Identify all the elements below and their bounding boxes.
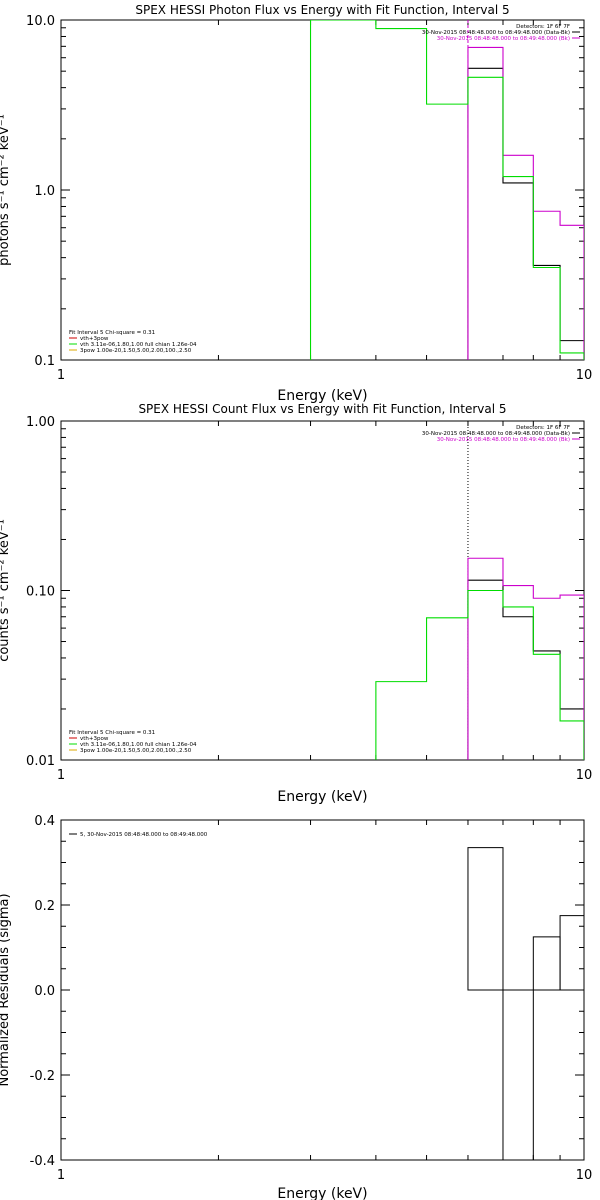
info-text: Detectors: 1F 6F 7F — [516, 425, 570, 431]
y-tick-label: -0.4 — [30, 1154, 55, 1169]
y-tick-label: 0.10 — [26, 585, 55, 600]
y-tick-label: 0.01 — [26, 754, 55, 769]
legend-entry: vth+3pow — [80, 336, 109, 342]
series-line-vth-3pow — [309, 20, 584, 360]
series-group — [375, 557, 584, 760]
series-group — [309, 20, 584, 360]
y-tick-label: 0.0 — [34, 984, 55, 999]
y-tick-label: 10.0 — [26, 14, 55, 29]
x-axis-label: Energy (keV) — [277, 789, 367, 805]
info-text: 30-Nov-2015 08:48:48.000 to 08:49:48.000… — [422, 30, 570, 36]
x-axis-label: Energy (keV) — [277, 1186, 367, 1200]
info-text: 30-Nov-2015 08:48:48.000 to 08:49:48.000… — [437, 437, 570, 443]
y-tick-label: 1.0 — [34, 184, 55, 199]
legend-header: Fit Interval 5 Chi-square = 0.31 — [69, 330, 155, 336]
info-text: Detectors: 1F 6F 7F — [516, 24, 570, 30]
y-axis-label: counts s⁻¹ cm⁻² keV⁻¹ — [0, 519, 12, 662]
x-axis-label: Energy (keV) — [277, 388, 367, 404]
y-tick-label: -0.2 — [30, 1069, 55, 1084]
x-tick-label: 1 — [57, 1168, 65, 1183]
legend-entry: 3pow 1.00e-20,1.50,5.00,2.00,100.,2.50 — [80, 348, 192, 354]
y-axis-label: Normalized Residuals (sigma) — [0, 893, 12, 1086]
y-tick-label: 0.1 — [34, 354, 55, 369]
x-tick-label: 10 — [576, 368, 593, 383]
legend-entry: vth 3.11e-06,1.80,1.00 full chian 1.26e-… — [80, 742, 197, 748]
x-tick-label: 10 — [576, 1168, 593, 1183]
legend-entry: vth+3pow — [80, 736, 109, 742]
info-text: 30-Nov-2015 08:48:48.000 to 08:49:48.000… — [437, 36, 570, 42]
y-tick-label: 0.4 — [34, 814, 55, 829]
residual-bin — [502, 989, 534, 1160]
panel-2: SPEX HESSI Count Flux vs Energy with Fit… — [0, 402, 592, 805]
legend-entry: 5, 30-Nov-2015 08:48:48.000 to 08:49:48.… — [80, 832, 208, 838]
series-line-vth-3pow — [375, 589, 584, 760]
panel-1: SPEX HESSI Photon Flux vs Energy with Fi… — [0, 3, 592, 404]
legend-entry: 3pow 1.00e-20,1.50,5.00,2.00,100.,2.50 — [80, 748, 192, 754]
chart-title: SPEX HESSI Photon Flux vs Energy with Fi… — [135, 3, 509, 17]
y-axis-label: photons s⁻¹ cm⁻² keV⁻¹ — [0, 114, 12, 266]
residual-bin — [467, 847, 504, 991]
series-line-bk — [467, 557, 584, 760]
y-tick-label: 1.00 — [26, 415, 55, 430]
y-tick-label: 0.2 — [34, 899, 55, 914]
series-group — [467, 847, 584, 1160]
legend-header: Fit Interval 5 Chi-square = 0.31 — [69, 730, 155, 736]
x-tick-label: 1 — [57, 368, 65, 383]
legend-entry: vth 3.11e-06,1.80,1.00 full chian 1.26e-… — [80, 342, 197, 348]
info-text: 30-Nov-2015 08:48:48.000 to 08:49:48.000… — [422, 431, 570, 437]
chart-title: SPEX HESSI Count Flux vs Energy with Fit… — [138, 402, 506, 416]
x-tick-label: 1 — [57, 768, 65, 783]
residual-bin — [559, 915, 584, 991]
x-tick-label: 10 — [576, 768, 593, 783]
panel-3: Energy (keV) Normalized Residuals (sigma)… — [0, 814, 592, 1200]
